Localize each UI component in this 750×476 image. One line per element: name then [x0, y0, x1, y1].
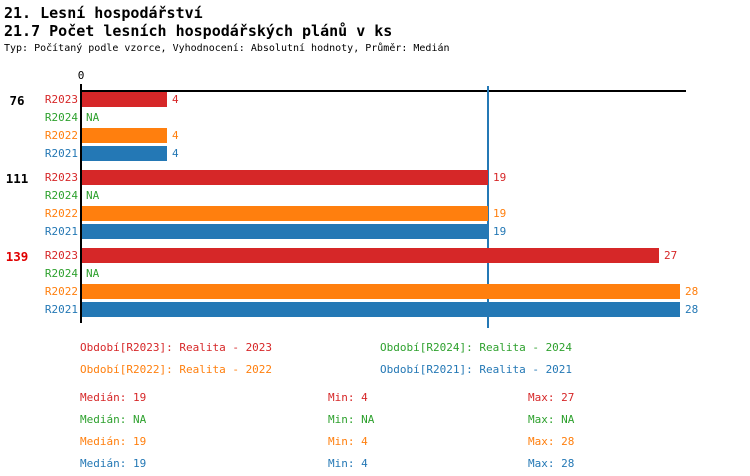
bar	[82, 128, 167, 143]
stat-min-r2024: Min: NA	[328, 413, 375, 426]
bar-value-label: 28	[685, 303, 699, 316]
x-axis-line	[81, 90, 686, 92]
legend-item-r2021: Období[R2021]: Realita - 2021	[380, 363, 573, 376]
chart-subtitle: Typ: Počítaný podle vzorce, Vyhodnocení:…	[4, 43, 450, 54]
stat-max-r2023: Max: 27	[528, 391, 575, 404]
bar-value-label: 4	[172, 129, 179, 142]
bar-value-label: 19	[493, 171, 507, 184]
na-label: NA	[86, 111, 100, 124]
stat-min-r2021: Min: 4	[328, 457, 368, 470]
bar	[82, 248, 659, 263]
row-series-label: R2021	[44, 147, 78, 160]
bar	[82, 284, 680, 299]
group-label: 111	[5, 171, 29, 186]
chart-title: 21.7 Počet lesních hospodářských plánů v…	[4, 22, 393, 40]
row-series-label: R2022	[44, 129, 78, 142]
x-axis-tick-zero: 0	[77, 69, 85, 82]
row-series-label: R2024	[44, 189, 78, 202]
legend-item-r2024: Období[R2024]: Realita - 2024	[380, 341, 573, 354]
bar	[82, 146, 167, 161]
legend-item-r2023: Období[R2023]: Realita - 2023	[80, 341, 273, 354]
row-series-label: R2021	[44, 303, 78, 316]
row-series-label: R2023	[44, 171, 78, 184]
stat-median-r2022: Medián: 19	[80, 435, 147, 448]
bar-value-label: 4	[172, 93, 179, 106]
median-reference-line	[487, 86, 489, 328]
stat-max-r2024: Max: NA	[528, 413, 575, 426]
row-series-label: R2022	[44, 285, 78, 298]
na-label: NA	[86, 267, 100, 280]
stat-max-r2021: Max: 28	[528, 457, 575, 470]
row-series-label: R2023	[44, 249, 78, 262]
group-label: 139	[5, 249, 29, 264]
bar	[82, 224, 488, 239]
stat-min-r2023: Min: 4	[328, 391, 368, 404]
na-label: NA	[86, 189, 100, 202]
row-series-label: R2024	[44, 267, 78, 280]
legend: Období[R2023]: Realita - 2023 Období[R202…	[80, 341, 730, 385]
bar-value-label: 4	[172, 147, 179, 160]
stat-median-r2024: Medián: NA	[80, 413, 147, 426]
bar-value-label: 19	[493, 207, 507, 220]
stat-max-r2022: Max: 28	[528, 435, 575, 448]
bar	[82, 170, 488, 185]
bar	[82, 92, 167, 107]
stat-median-r2023: Medián: 19	[80, 391, 147, 404]
legend-item-r2022: Období[R2022]: Realita - 2022	[80, 363, 273, 376]
bar-value-label: 19	[493, 225, 507, 238]
bar-value-label: 28	[685, 285, 699, 298]
page-title: 21. Lesní hospodářství	[4, 4, 203, 22]
stats-table: Medián: 19 Min: 4 Max: 27 Medián: NA Min: NA…	[80, 391, 740, 476]
stat-min-r2022: Min: 4	[328, 435, 368, 448]
bar	[82, 206, 488, 221]
row-series-label: R2022	[44, 207, 78, 220]
bar-value-label: 27	[664, 249, 678, 262]
y-axis-line	[80, 84, 82, 323]
row-series-label: R2023	[44, 93, 78, 106]
row-series-label: R2024	[44, 111, 78, 124]
row-series-label: R2021	[44, 225, 78, 238]
group-label: 76	[9, 93, 25, 108]
bar	[82, 302, 680, 317]
stat-median-r2021: Medián: 19	[80, 457, 147, 470]
